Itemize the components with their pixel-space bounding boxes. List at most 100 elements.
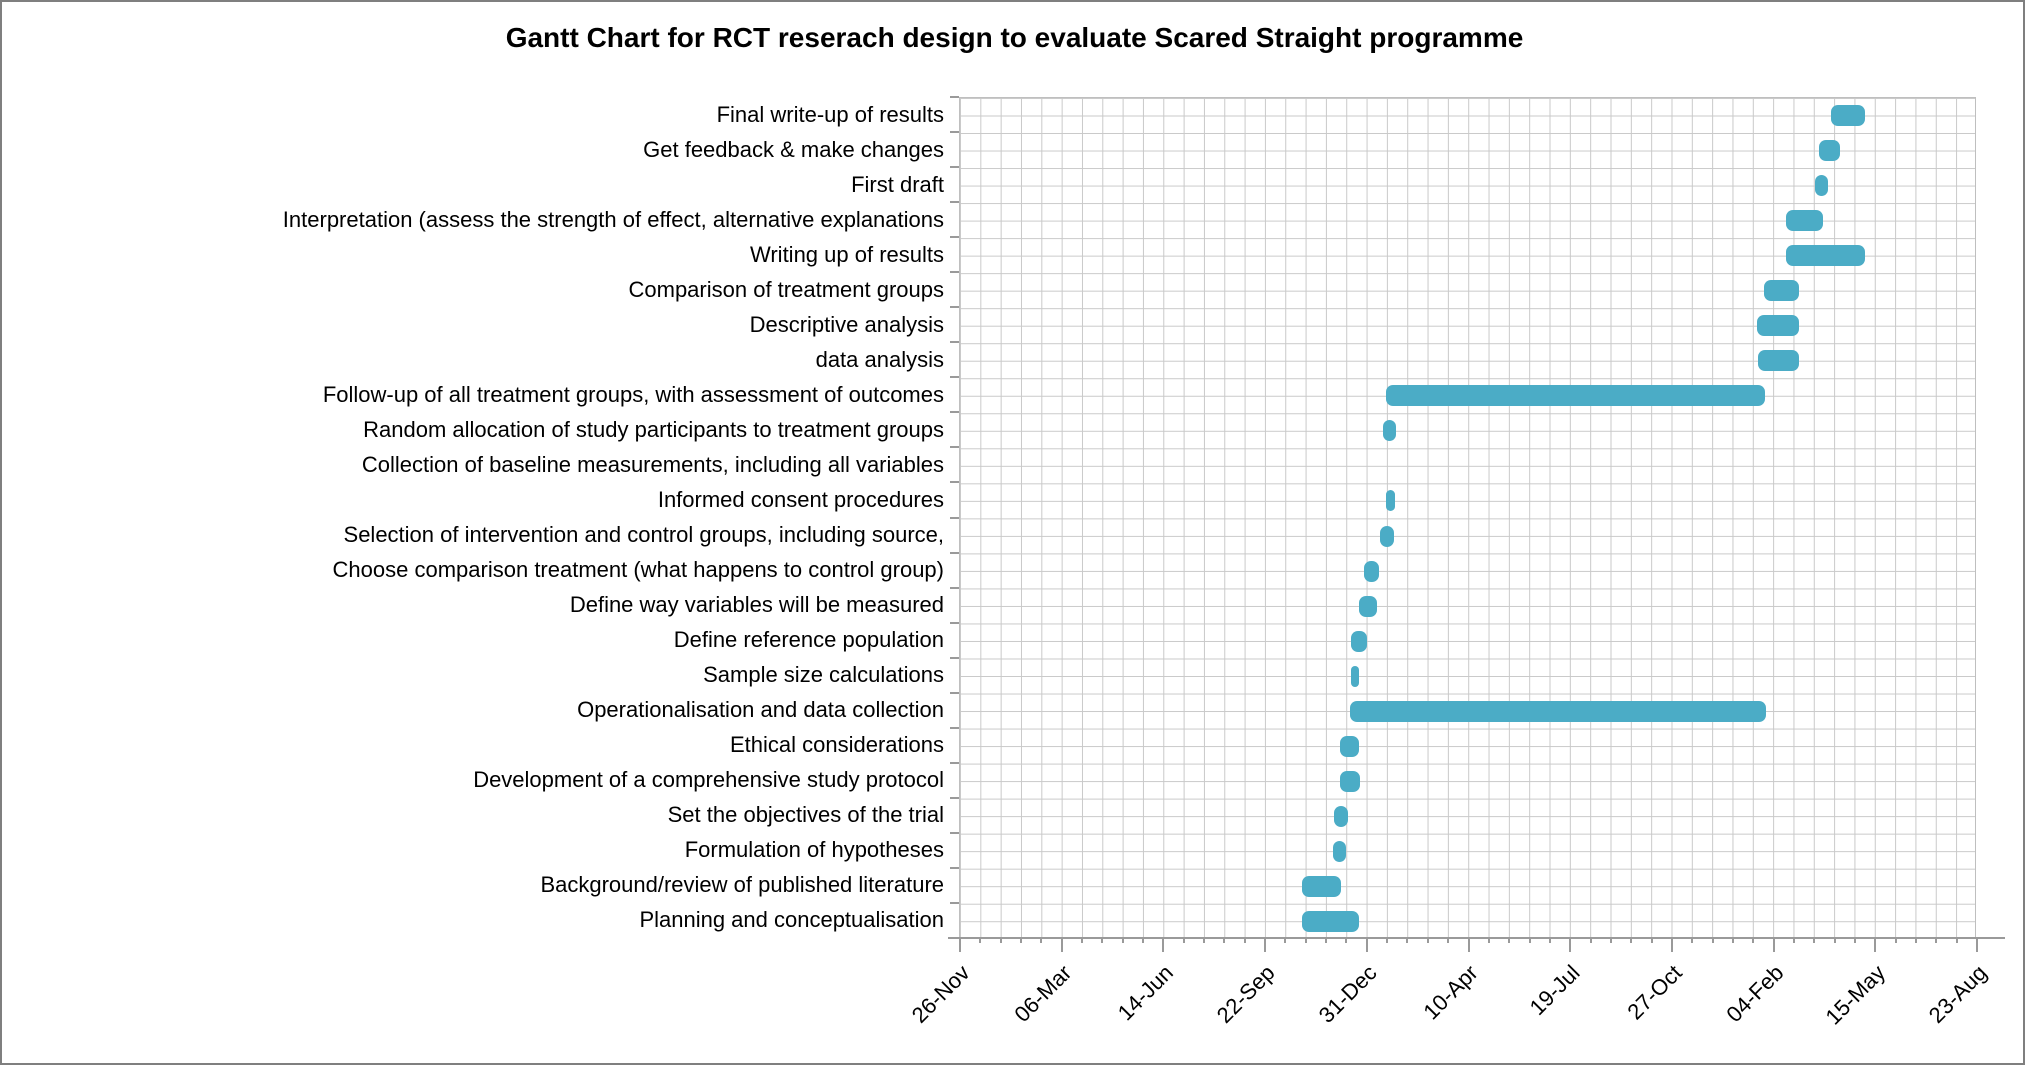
x-axis-minor-tick xyxy=(1101,938,1104,943)
y-axis-tick xyxy=(950,131,959,134)
x-axis-minor-tick xyxy=(1508,938,1511,943)
x-axis-minor-tick xyxy=(1630,938,1633,943)
x-axis-tick-label: 04-Feb xyxy=(1721,960,1789,1027)
gantt-bar xyxy=(1785,245,1866,267)
category-label: Operationalisation and data collection xyxy=(577,697,944,723)
y-axis-tick xyxy=(950,516,959,519)
x-axis-minor-tick xyxy=(1548,938,1551,943)
y-axis-tick xyxy=(950,481,959,484)
gantt-bar xyxy=(1363,560,1379,582)
x-axis-minor-tick xyxy=(1935,938,1938,943)
gantt-bar xyxy=(1383,420,1397,442)
y-axis-tick xyxy=(950,271,959,274)
x-axis-minor-tick xyxy=(1589,938,1592,943)
y-axis-tick xyxy=(950,551,959,554)
category-label: Follow-up of all treatment groups, with … xyxy=(322,381,944,407)
x-axis-minor-tick xyxy=(1203,938,1206,943)
x-axis-minor-tick xyxy=(1345,938,1348,943)
category-label: Ethical considerations xyxy=(729,732,944,758)
x-axis-minor-tick xyxy=(1182,938,1185,943)
y-axis-tick xyxy=(950,586,959,589)
y-axis-tick xyxy=(950,796,959,799)
x-axis-tick-label: 19-Jul xyxy=(1524,960,1585,1021)
category-label: Random allocation of study participants … xyxy=(363,416,944,442)
x-axis-tick-label: 26-Nov xyxy=(906,960,975,1028)
category-label: Descriptive analysis xyxy=(749,311,944,337)
gantt-bar xyxy=(1758,350,1800,372)
x-axis-major-tick xyxy=(1365,938,1368,952)
x-axis-minor-tick xyxy=(1813,938,1816,943)
category-label: Comparison of treatment groups xyxy=(628,276,945,302)
x-axis-minor-tick xyxy=(1406,938,1409,943)
x-axis-minor-tick xyxy=(1121,938,1124,943)
gantt-bar xyxy=(1819,140,1840,162)
y-axis-tick xyxy=(950,761,959,764)
gantt-bar xyxy=(1349,700,1767,722)
gantt-bar xyxy=(1785,210,1824,232)
gantt-bar xyxy=(1380,525,1395,547)
x-axis-tick-label: 22-Sep xyxy=(1211,960,1280,1028)
x-axis-major-tick xyxy=(1772,938,1775,952)
category-label: Selection of intervention and control gr… xyxy=(343,522,944,548)
y-axis-tick xyxy=(950,96,959,98)
y-axis-tick xyxy=(950,376,959,379)
gantt-bar xyxy=(1333,840,1347,862)
x-axis-tick-label: 15-May xyxy=(1820,960,1890,1030)
x-axis-minor-tick xyxy=(979,938,982,943)
y-axis-tick xyxy=(950,306,959,309)
x-axis-tick-label: 14-Jun xyxy=(1112,960,1179,1026)
x-axis-major-tick xyxy=(1467,938,1470,952)
gantt-bar xyxy=(1301,910,1359,932)
y-axis-tick xyxy=(950,166,959,169)
x-axis-minor-tick xyxy=(1040,938,1043,943)
x-axis-minor-tick xyxy=(1752,938,1755,943)
x-axis-minor-tick xyxy=(1833,938,1836,943)
y-axis-tick xyxy=(950,656,959,659)
chart-title: Gantt Chart for RCT reserach design to e… xyxy=(505,22,1524,53)
x-axis-major-tick xyxy=(1976,938,1978,952)
x-axis-tick-label: 31-Dec xyxy=(1313,960,1382,1028)
y-axis-tick xyxy=(950,621,959,624)
x-axis-tick-label: 10-Apr xyxy=(1418,960,1484,1025)
x-axis-major-tick xyxy=(1162,938,1165,952)
x-axis-minor-tick xyxy=(1528,938,1531,943)
gantt-bar xyxy=(1350,630,1367,652)
x-axis-line xyxy=(948,937,2005,939)
x-axis-tick-label: 27-Oct xyxy=(1622,960,1687,1025)
y-axis-tick xyxy=(950,691,959,694)
category-label: Background/review of published literatur… xyxy=(540,872,944,898)
category-label: Get feedback & make changes xyxy=(643,136,944,162)
y-axis-tick xyxy=(950,726,959,729)
category-label: Sample size calculations xyxy=(703,662,944,688)
x-axis-minor-tick xyxy=(1955,938,1958,943)
x-axis-major-tick xyxy=(1874,938,1877,952)
x-axis-minor-tick xyxy=(1609,938,1612,943)
x-axis-major-tick xyxy=(1060,938,1063,952)
gantt-bar xyxy=(1301,875,1342,897)
category-label: Define reference population xyxy=(673,627,944,653)
gantt-bar xyxy=(1386,490,1396,512)
y-axis-tick xyxy=(950,831,959,834)
category-label: Formulation of hypotheses xyxy=(684,837,944,863)
x-axis-minor-tick xyxy=(1386,938,1389,943)
category-label: Interpretation (assess the strength of e… xyxy=(282,206,944,232)
x-axis-minor-tick xyxy=(1284,938,1287,943)
gantt-bar xyxy=(1757,315,1799,337)
x-axis-minor-tick xyxy=(1711,938,1714,943)
gantt-bar xyxy=(1386,385,1766,407)
gantt-bar xyxy=(1340,770,1360,792)
x-axis-major-tick xyxy=(959,938,961,952)
x-axis-minor-tick xyxy=(1325,938,1328,943)
category-label: Set the objectives of the trial xyxy=(667,802,944,828)
gantt-bar xyxy=(1764,280,1799,302)
x-axis-tick-label: 06-Mar xyxy=(1009,960,1077,1027)
x-axis-tick-label: 23-Aug xyxy=(1923,960,1992,1028)
category-label: Choose comparison treatment (what happen… xyxy=(332,557,944,583)
y-axis-tick xyxy=(950,937,959,939)
y-axis-tick xyxy=(950,411,959,414)
x-axis-minor-tick xyxy=(1304,938,1307,943)
category-label: First draft xyxy=(851,171,944,197)
gantt-bar xyxy=(1340,735,1359,757)
x-axis-minor-tick xyxy=(1243,938,1246,943)
